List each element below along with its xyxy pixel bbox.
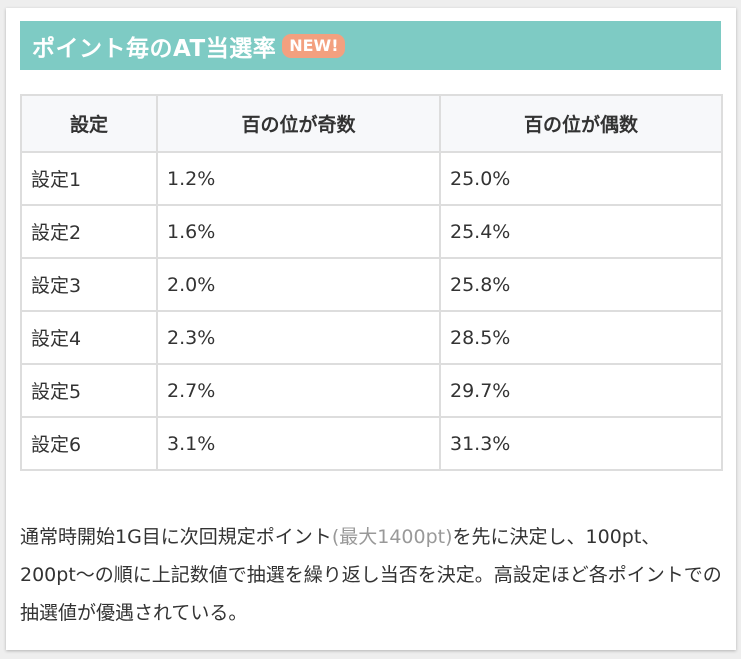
table-row: 設定5 2.7% 29.7% — [20, 363, 723, 418]
setting-cell: 設定2 — [20, 204, 158, 259]
setting-cell: 設定4 — [20, 310, 158, 365]
content-card: ポイント毎のAT当選率 NEW! 設定 百の位が奇数 百の位が偶数 設定1 1.… — [6, 8, 736, 650]
note-text-part2: を先に決定し、100pt、200pt〜の順に上記数値で抽選を繰り返し当否を決定。… — [20, 526, 722, 624]
new-badge: NEW! — [282, 33, 346, 58]
odd-rate-cell: 3.1% — [156, 416, 441, 471]
column-header-setting: 設定 — [20, 94, 158, 153]
odd-rate-cell: 1.6% — [156, 204, 441, 259]
section-heading: ポイント毎のAT当選率 NEW! — [20, 21, 721, 70]
table-row: 設定3 2.0% 25.8% — [20, 257, 723, 312]
setting-cell: 設定3 — [20, 257, 158, 312]
heading-title: ポイント毎のAT当選率 — [32, 35, 277, 62]
odd-rate-cell: 2.0% — [156, 257, 441, 312]
table-row: 設定2 1.6% 25.4% — [20, 204, 723, 259]
table-row: 設定6 3.1% 31.3% — [20, 416, 723, 471]
table-header-row: 設定 百の位が奇数 百の位が偶数 — [20, 94, 723, 153]
even-rate-cell: 31.3% — [439, 416, 723, 471]
even-rate-cell: 28.5% — [439, 310, 723, 365]
setting-cell: 設定6 — [20, 416, 158, 471]
table-row: 設定4 2.3% 28.5% — [20, 310, 723, 365]
description-note: 通常時開始1G目に次回規定ポイント(最大1400pt)を先に決定し、100pt、… — [20, 518, 726, 632]
odd-rate-cell: 1.2% — [156, 151, 441, 206]
note-text-part1: 通常時開始1G目に次回規定ポイント — [20, 526, 332, 548]
setting-cell: 設定5 — [20, 363, 158, 418]
column-header-odd: 百の位が奇数 — [156, 94, 441, 153]
even-rate-cell: 25.0% — [439, 151, 723, 206]
column-header-even: 百の位が偶数 — [439, 94, 723, 153]
even-rate-cell: 25.4% — [439, 204, 723, 259]
even-rate-cell: 25.8% — [439, 257, 723, 312]
odd-rate-cell: 2.3% — [156, 310, 441, 365]
setting-cell: 設定1 — [20, 151, 158, 206]
odd-rate-cell: 2.7% — [156, 363, 441, 418]
even-rate-cell: 29.7% — [439, 363, 723, 418]
at-rate-table: 設定 百の位が奇数 百の位が偶数 設定1 1.2% 25.0% 設定2 1.6%… — [20, 94, 723, 471]
note-max-points: (最大1400pt) — [331, 526, 453, 548]
table-row: 設定1 1.2% 25.0% — [20, 151, 723, 206]
